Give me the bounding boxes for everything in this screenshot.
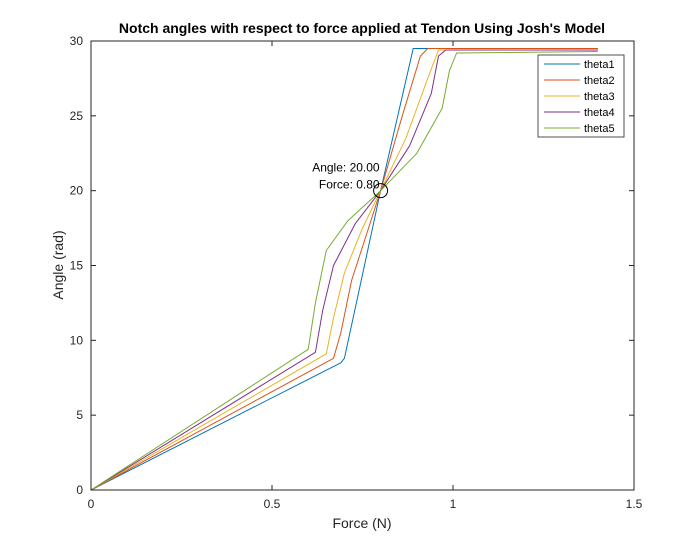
y-tick-label: 0 — [76, 483, 83, 497]
chart-title: Notch angles with respect to force appli… — [119, 20, 605, 36]
datatip-force-text: Force: 0.80 — [319, 178, 380, 192]
x-tick-label: 1.5 — [626, 497, 643, 511]
y-tick-label: 15 — [70, 259, 84, 273]
x-tick-label: 0 — [88, 497, 95, 511]
datatip-angle-text: Angle: 20.00 — [312, 161, 380, 175]
x-tick-label: 1 — [450, 497, 457, 511]
series-line-theta5[interactable] — [90, 51, 598, 491]
legend-label-theta2: theta2 — [584, 75, 615, 87]
datatip-marker[interactable] — [373, 183, 389, 199]
x-axis-label: Force (N) — [332, 515, 391, 531]
ticks-layer: 0 0.5 1 1.5 0 5 10 15 20 25 30 — [70, 34, 643, 511]
axes-box — [90, 40, 635, 491]
y-tick-label: 20 — [70, 184, 84, 198]
y-tick-label: 5 — [76, 408, 83, 422]
y-tick-label: 25 — [70, 109, 84, 123]
series-line-theta2[interactable] — [90, 48, 598, 491]
legend-label-theta5: theta5 — [584, 123, 615, 135]
y-tick-label: 30 — [70, 34, 84, 48]
x-tick-label: 0.5 — [264, 497, 281, 511]
legend-label-theta1: theta1 — [584, 59, 615, 71]
y-tick-label: 10 — [70, 333, 84, 347]
datatip[interactable]: Angle: 20.00 Force: 0.80 — [312, 161, 389, 199]
series-line-theta3[interactable] — [90, 49, 598, 491]
legend[interactable]: theta1 theta2 theta3 theta4 theta5 — [537, 54, 625, 138]
legend-label-theta3: theta3 — [584, 91, 615, 103]
y-axis-label: Angle (rad) — [50, 230, 66, 299]
legend-label-theta4: theta4 — [584, 107, 615, 119]
series-layer — [90, 48, 598, 491]
